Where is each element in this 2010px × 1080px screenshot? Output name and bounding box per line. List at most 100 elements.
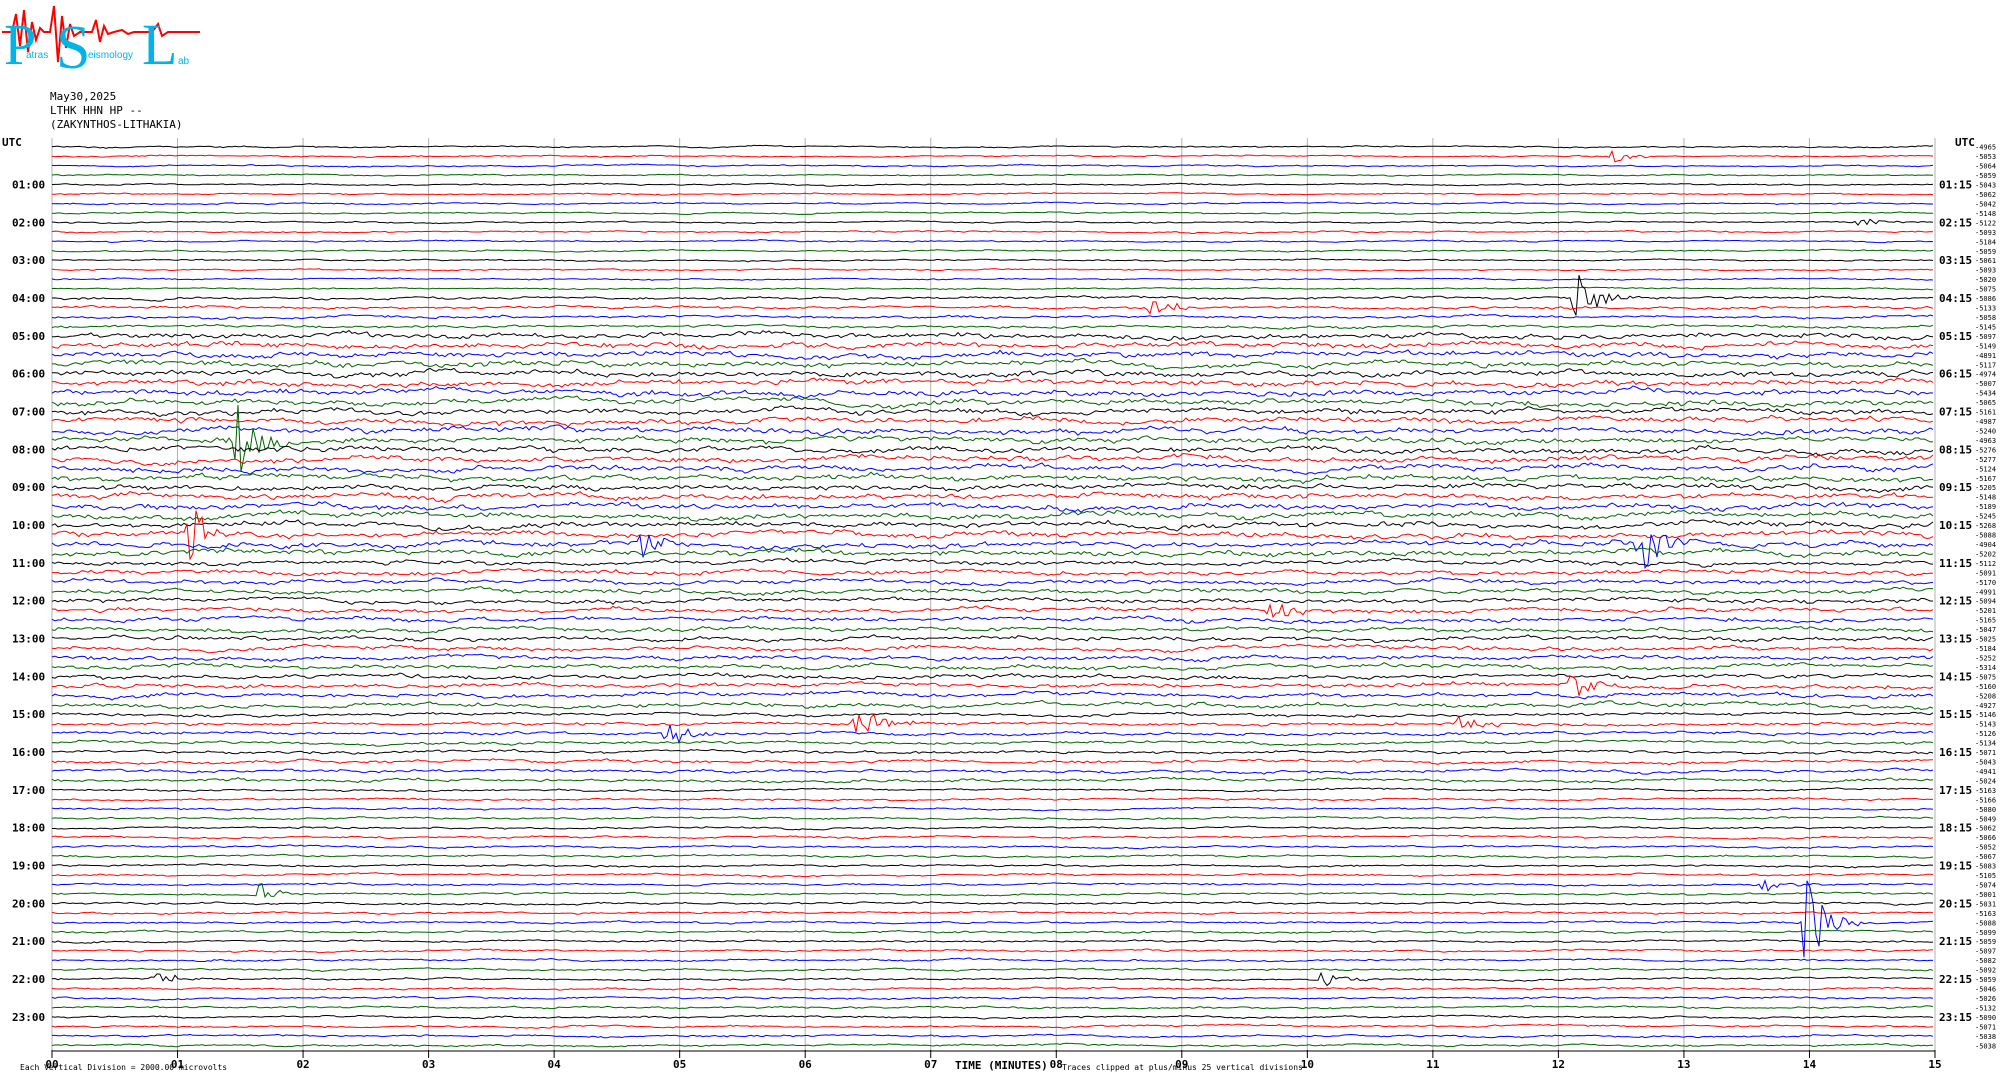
trace-line <box>52 1033 1934 1039</box>
trace-offset-label: -5143 <box>1975 721 1996 729</box>
trace-offset-label: -5025 <box>1975 636 1996 644</box>
trace-line <box>51 662 1934 671</box>
trace-offset-label: -4965 <box>1975 144 1996 152</box>
trace-offset-label: -4991 <box>1975 588 1996 596</box>
trace-line <box>51 218 1934 226</box>
right-hour-label: 06:15 <box>1939 368 1972 381</box>
left-hour-label: 11:00 <box>12 557 45 570</box>
logo-word-1: atras <box>26 50 48 61</box>
trace-line <box>51 653 1934 663</box>
left-hour-label: 07:00 <box>12 406 45 419</box>
trace-offset-label: -4963 <box>1975 437 1996 445</box>
trace-line <box>51 643 1934 654</box>
logo-letter-p: P <box>4 12 36 74</box>
trace-line <box>51 739 1934 747</box>
trace-offset-label: -5042 <box>1975 200 1996 208</box>
trace-line <box>51 510 1934 561</box>
trace-line <box>51 482 1934 493</box>
trace-line <box>51 313 1934 320</box>
trace-offset-label: -5148 <box>1975 210 1996 218</box>
trace-line <box>51 377 1934 389</box>
trace-line <box>51 878 1934 892</box>
trace-line <box>51 229 1934 235</box>
trace-offset-label: -5038 <box>1975 1042 1996 1050</box>
trace-line <box>52 192 1934 196</box>
trace-offset-label: -5064 <box>1975 163 1996 171</box>
trace-line <box>51 258 1934 263</box>
trace-offset-label: -5132 <box>1975 1004 1996 1012</box>
right-hour-label: 16:15 <box>1939 746 1972 759</box>
trace-offset-label: -5184 <box>1975 238 1996 246</box>
trace-line <box>51 882 1934 899</box>
trace-line <box>51 238 1934 244</box>
trace-offset-label: -5074 <box>1975 881 1996 889</box>
trace-offset-label: -5160 <box>1975 683 1996 691</box>
trace-line <box>51 748 1934 755</box>
trace-line <box>51 491 1934 504</box>
x-tick-label: 08 <box>1050 1058 1063 1071</box>
trace-offset-label: -5126 <box>1975 730 1996 738</box>
trace-line <box>51 323 1934 330</box>
x-tick-label: 05 <box>673 1058 686 1071</box>
trace-line <box>51 634 1934 644</box>
trace-line <box>52 825 1934 831</box>
right-hour-label: 03:15 <box>1939 254 1972 267</box>
right-hour-label: 19:15 <box>1939 860 1972 873</box>
left-hour-label: 09:00 <box>12 481 45 494</box>
trace-offset-label: -5097 <box>1975 948 1996 956</box>
trace-offset-label: -5062 <box>1975 191 1996 199</box>
trace-line <box>51 149 1934 163</box>
trace-offset-label: -5201 <box>1975 607 1996 615</box>
trace-line <box>51 758 1934 766</box>
trace-line <box>51 301 1934 315</box>
trace-line <box>51 501 1934 513</box>
trace-offset-label: -5047 <box>1975 626 1996 634</box>
trace-line <box>51 711 1934 718</box>
right-hour-label: 04:15 <box>1939 292 1972 305</box>
trace-line <box>51 367 1934 379</box>
trace-offset-label: -4974 <box>1975 371 1996 379</box>
trace-line <box>51 424 1934 437</box>
trace-offset-label: -5093 <box>1975 267 1996 275</box>
trace-offset-label: -4927 <box>1975 702 1996 710</box>
trace-offset-label: -5163 <box>1975 910 1996 918</box>
trace-line <box>51 724 1934 745</box>
right-hour-label: 11:15 <box>1939 557 1972 570</box>
logo-letter-l: L <box>142 12 177 74</box>
left-hour-label: 10:00 <box>12 519 45 532</box>
trace-offset-label: -5170 <box>1975 579 1996 587</box>
x-tick-label: 10 <box>1301 1058 1314 1071</box>
header-block: May30,2025 LTHK HHN HP -- (ZAKYNTHOS-LIT… <box>50 90 182 132</box>
logo-word-2: eismology <box>88 50 133 61</box>
trace-offset-label: -5276 <box>1975 446 1996 454</box>
right-hour-label: 01:15 <box>1939 179 1972 192</box>
trace-offset-label: -5026 <box>1975 995 1996 1003</box>
trace-offset-label: -5075 <box>1975 286 1996 294</box>
trace-offset-label: -5094 <box>1975 598 1996 606</box>
trace-offset-label: -5145 <box>1975 323 1996 331</box>
right-hour-label: 20:15 <box>1939 897 1972 910</box>
trace-line <box>51 834 1934 840</box>
left-hour-label: 03:00 <box>12 254 45 267</box>
trace-line <box>51 173 1934 177</box>
trace-line <box>51 863 1934 869</box>
trace-offset-label: -5020 <box>1975 276 1996 284</box>
trace-line <box>51 787 1934 793</box>
right-hour-label: 02:15 <box>1939 216 1972 229</box>
left-hour-label: 23:00 <box>12 1011 45 1024</box>
trace-line <box>51 939 1934 944</box>
trace-offset-label: -5062 <box>1975 825 1996 833</box>
left-hour-label: 19:00 <box>12 860 45 873</box>
x-tick-label: 15 <box>1928 1058 1941 1071</box>
trace-offset-label: -5065 <box>1975 399 1996 407</box>
trace-offset-label: -5053 <box>1975 153 1996 161</box>
trace-offset-label: -5117 <box>1975 361 1996 369</box>
psl-logo: P S L atras eismology ab <box>2 5 200 74</box>
x-tick-label: 12 <box>1552 1058 1565 1071</box>
trace-line <box>51 519 1934 532</box>
trace-line <box>51 675 1934 696</box>
x-tick-label: 13 <box>1677 1058 1690 1071</box>
trace-offset-label: -5202 <box>1975 550 1996 558</box>
trace-line <box>51 929 1934 935</box>
